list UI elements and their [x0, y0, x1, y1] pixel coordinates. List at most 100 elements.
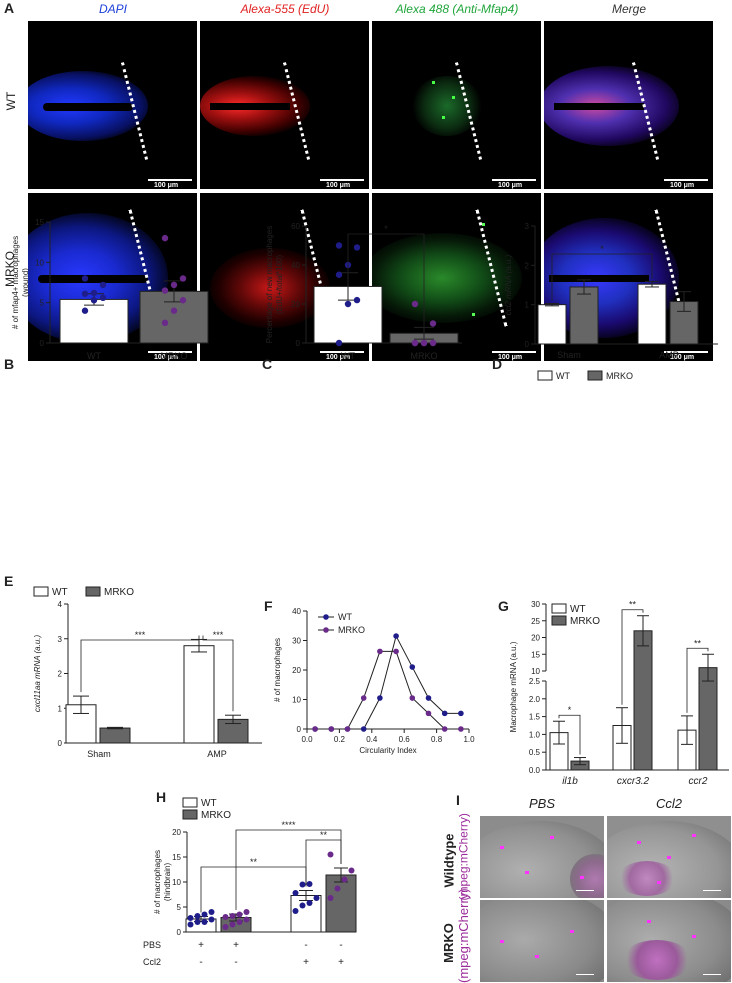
f-x-tick-label: 0.2	[334, 735, 346, 744]
g-y-tick-label: 1.0	[529, 730, 541, 739]
h-data-point	[292, 908, 299, 914]
c-data-point	[429, 339, 437, 347]
h-condition-value: +	[198, 940, 204, 951]
h-sig-label: **	[250, 857, 258, 867]
f-data-point	[328, 726, 335, 732]
tile-wt-edu: 100 μm	[200, 21, 369, 189]
g-legend-swatch	[551, 615, 567, 626]
f-legend-marker	[323, 627, 329, 633]
image-wildtype-pbs	[480, 816, 604, 898]
panel-i-row-mrko: MRKO (mpeg:mCherry)	[434, 888, 478, 983]
f-data-point	[312, 726, 318, 732]
f-legend-marker	[323, 614, 329, 620]
e-legend-swatch	[85, 586, 101, 597]
h-data-point	[222, 914, 229, 920]
h-data-point	[229, 921, 236, 928]
f-y-tick-label: 0	[297, 725, 302, 734]
d-legend-swatch	[537, 370, 553, 381]
d-sig-bracket	[551, 253, 653, 301]
d-bar	[569, 286, 599, 345]
panel-letter-B: B	[4, 356, 14, 372]
e-sig-label: ***	[135, 630, 146, 640]
h-data-point	[194, 919, 201, 925]
d-x-tick-label: Sham	[557, 350, 581, 360]
image-mrko-pbs	[480, 900, 604, 982]
d-legend-label: WT	[556, 371, 570, 381]
g-y-tick-label: 20	[531, 634, 540, 643]
tile-wt-merge: 100 μm	[544, 21, 713, 189]
c-sig-bracket	[347, 233, 425, 330]
f-y-tick-label: 20	[292, 666, 301, 675]
g-sig-bracket	[558, 714, 581, 755]
scale-bar-label: 100 μm	[154, 354, 179, 361]
h-data-point	[243, 909, 250, 915]
f-y-tick-label: 10	[292, 696, 301, 705]
d-y-tick-label: 2	[525, 261, 530, 270]
scale-bar-label: 100 μm	[326, 182, 351, 189]
e-y-tick-label: 1	[58, 704, 63, 713]
h-data-point	[201, 919, 208, 925]
d-y-tick-label: 0	[525, 340, 530, 349]
c-y-tick-label: 20	[291, 300, 300, 309]
b-data-point	[179, 297, 187, 304]
b-y-label: # of mfap4+ macrophages	[11, 236, 20, 329]
b-data-point	[90, 289, 98, 297]
channel-label-mfap4: Alexa 488 (Anti-Mfap4)	[395, 2, 519, 16]
h-sig-label: **	[320, 830, 328, 840]
c-y-tick-label: 0	[296, 339, 301, 348]
g-bar	[698, 667, 718, 771]
f-x-tick-label: 0.0	[301, 735, 313, 744]
h-bar	[325, 874, 357, 933]
h-condition-value: -	[199, 957, 202, 968]
g-sig-bracket	[621, 609, 644, 705]
h-data-point	[299, 881, 306, 888]
scale-bar-label: 100 μm	[154, 182, 179, 189]
e-y-tick-label: 0	[58, 739, 63, 748]
h-data-point	[306, 881, 313, 887]
e-sig-bracket	[80, 635, 200, 693]
e-y-tick-label: 4	[58, 600, 63, 609]
h-data-point	[334, 885, 341, 892]
h-data-point	[194, 913, 201, 919]
panel-i-row-reporter: (mpeg:mCherry)	[456, 888, 471, 983]
h-data-point	[243, 916, 250, 923]
b-y-tick-label: 10	[35, 258, 44, 267]
c-y-tick-label: 60	[291, 222, 300, 231]
f-data-point	[360, 695, 367, 701]
h-data-point	[236, 919, 243, 925]
c-data-point	[429, 320, 437, 327]
b-x-tick-label: WT	[87, 351, 101, 361]
e-y-tick-label: 2	[58, 670, 63, 679]
h-condition-value: -	[339, 940, 342, 951]
h-y-tick-label: 15	[172, 853, 181, 862]
c-data-point	[344, 300, 352, 308]
panel-i-letter: I	[456, 792, 460, 808]
scale-bar-label: 100 μm	[498, 354, 523, 361]
b-data-point	[99, 281, 107, 289]
g-sig-label: *	[568, 705, 572, 715]
panel-letter-D: D	[492, 356, 502, 372]
g-bar	[633, 630, 653, 771]
h-y-tick-label: 10	[172, 878, 181, 887]
f-series-line	[315, 634, 461, 730]
d-y-tick-label: 3	[525, 222, 530, 231]
tile-wt-mfap4: 100 μm	[372, 21, 541, 189]
g-x-tick-label: il1b	[562, 776, 578, 787]
f-data-point	[377, 648, 383, 655]
c-data-point	[420, 339, 428, 347]
d-sig-label: *	[600, 244, 604, 254]
b-data-point	[161, 319, 169, 327]
h-sig-bracket	[305, 839, 342, 887]
d-legend-label: MRKO	[606, 371, 633, 381]
channel-label-edu: Alexa-555 (EdU)	[240, 2, 330, 16]
b-y-tick-label: 5	[40, 299, 45, 308]
e-x-tick-label: Sham	[87, 749, 111, 759]
b-y-tick-label: 0	[40, 339, 45, 348]
e-x-tick-label: AMP	[207, 749, 227, 759]
g-sig-label: **	[629, 600, 637, 610]
h-data-point	[299, 902, 306, 909]
e-y-tick-label: 3	[58, 635, 63, 644]
h-data-point	[327, 851, 334, 858]
h-condition-label: Ccl2	[143, 957, 161, 967]
